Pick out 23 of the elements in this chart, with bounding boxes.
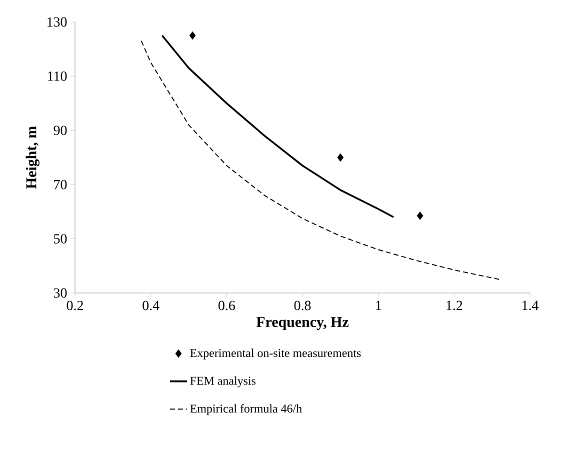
y-tick-label: 70 [54,180,67,190]
y-tick-label: 90 [54,126,67,136]
y-tick-label: 50 [54,234,67,244]
line-series [161,34,394,218]
x-tick-label: 0.6 [218,300,235,310]
point [337,153,344,162]
x-tick-label: 0.4 [142,300,160,310]
legend-label: Experimental on-site measurements [190,348,361,360]
x-axis-title: Frequency, Hz [256,317,349,330]
x-tick-label: 0.2 [66,300,83,310]
x-tick-label: 1.4 [522,300,539,310]
line-series [140,40,500,280]
point [189,31,196,40]
y-tick-label: 130 [48,17,67,27]
legend-label: Empirical formula 46/h [190,404,302,416]
y-tick-label: 110 [48,71,67,81]
y-axis-title: Height, m [26,126,40,189]
y-tick-label: 30 [54,288,67,298]
x-tick-label: 1.2 [446,300,462,310]
legend-label: FEM analysis [190,376,256,388]
point [416,212,424,220]
x-tick-label: 1 [376,300,381,310]
x-tick-label: 0.8 [294,300,311,310]
